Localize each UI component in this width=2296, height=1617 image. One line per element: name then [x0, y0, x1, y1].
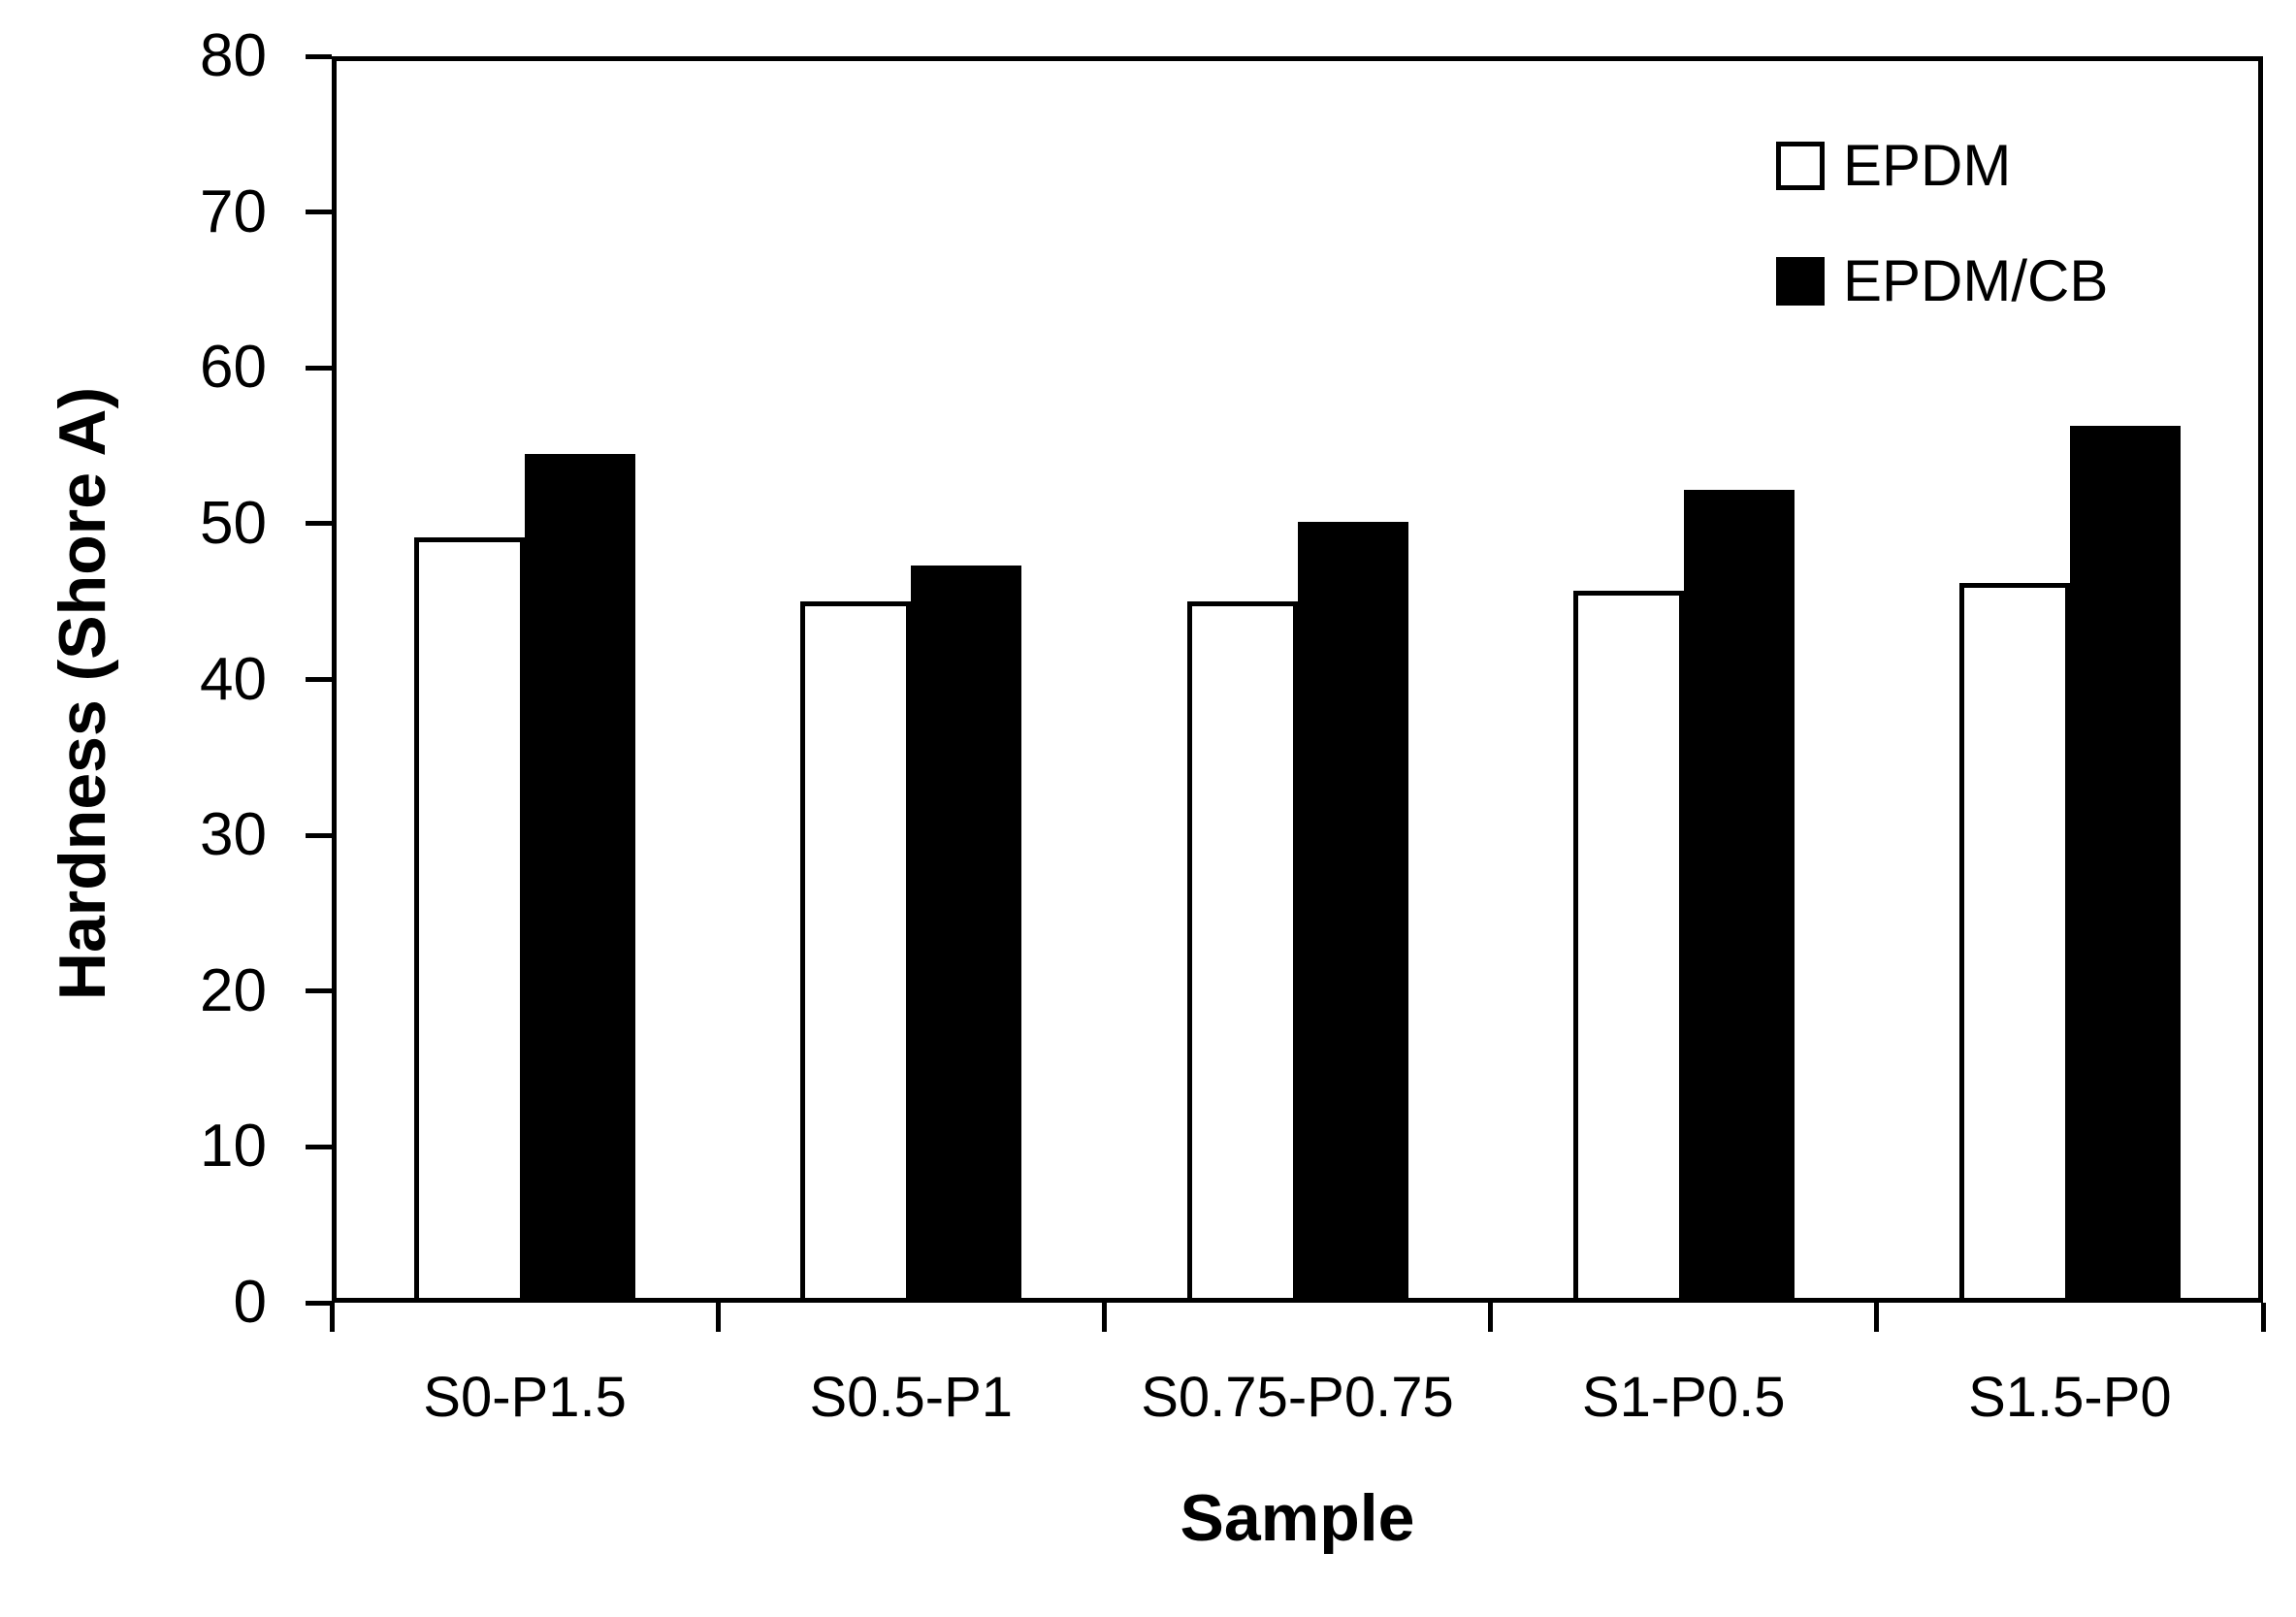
x-tick-mark — [2260, 1303, 2266, 1332]
y-tick-label: 60 — [200, 334, 267, 402]
category-label: S1.5-P0 — [1968, 1366, 2172, 1429]
x-axis-title: Sample — [1180, 1481, 1415, 1555]
x-tick-mark — [1488, 1303, 1494, 1332]
bar-epdm-cb-s1-p0.5 — [1683, 490, 1795, 1303]
bar-epdm-s1.5-p0 — [1958, 583, 2070, 1303]
y-tick-label: 50 — [200, 489, 267, 557]
y-tick-label: 20 — [200, 956, 267, 1024]
legend-label: EPDM/CB — [1843, 248, 2109, 313]
bar-epdm-cb-s0.5-p1 — [911, 566, 1022, 1303]
y-tick-mark — [306, 521, 332, 527]
y-tick-label: 0 — [233, 1269, 267, 1336]
legend-swatch-epdm — [1776, 142, 1825, 190]
x-tick-mark — [1874, 1303, 1880, 1332]
category-label: S0-P1.5 — [423, 1366, 627, 1429]
y-tick-label: 80 — [200, 22, 267, 89]
category-label: S1-P0.5 — [1581, 1366, 1786, 1429]
y-tick-label: 40 — [200, 645, 267, 713]
bar-epdm-cb-s0.75-p0.75 — [1297, 522, 1408, 1303]
y-tick-mark — [306, 988, 332, 994]
bar-epdm-cb-s1.5-p0 — [2069, 426, 2181, 1303]
category-label: S0.5-P1 — [809, 1366, 1014, 1429]
x-tick-mark — [329, 1303, 335, 1332]
y-tick-mark — [306, 365, 332, 371]
y-tick-mark — [306, 53, 332, 59]
y-tick-mark — [306, 1300, 332, 1306]
y-tick-mark — [306, 832, 332, 838]
x-tick-mark — [715, 1303, 721, 1332]
bar-epdm-s0.5-p1 — [800, 601, 912, 1303]
x-tick-mark — [1101, 1303, 1107, 1332]
bar-epdm-s0-p1.5 — [414, 537, 526, 1303]
y-tick-mark — [306, 210, 332, 215]
y-tick-label: 10 — [200, 1113, 267, 1180]
bar-epdm-s0.75-p0.75 — [1186, 601, 1298, 1303]
bar-epdm-s1-p0.5 — [1572, 591, 1684, 1303]
category-label: S0.75-P0.75 — [1141, 1366, 1454, 1429]
legend-label: EPDM — [1843, 133, 2012, 198]
legend-swatch-epdm-cb — [1776, 257, 1825, 306]
y-tick-mark — [306, 1144, 332, 1149]
bar-epdm-cb-s0-p1.5 — [525, 454, 636, 1303]
y-tick-mark — [306, 677, 332, 682]
y-tick-label: 70 — [200, 178, 267, 245]
y-axis-title: Hardness (Shore A) — [46, 386, 119, 1001]
y-tick-label: 30 — [200, 801, 267, 869]
